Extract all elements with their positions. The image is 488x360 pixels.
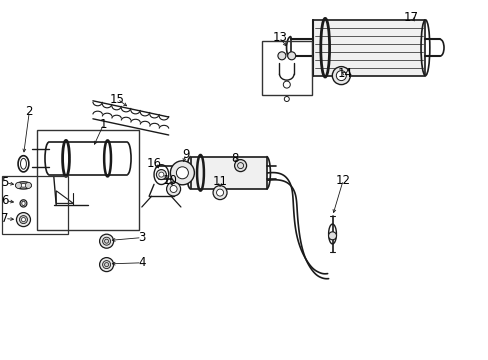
- Circle shape: [170, 185, 177, 193]
- Circle shape: [166, 182, 180, 196]
- Circle shape: [100, 234, 113, 248]
- Text: 15: 15: [110, 93, 124, 105]
- Circle shape: [21, 217, 25, 222]
- Text: 12: 12: [335, 174, 350, 186]
- Circle shape: [170, 161, 194, 185]
- Bar: [261, 41, 311, 95]
- Text: 10: 10: [163, 174, 177, 186]
- Text: 1: 1: [100, 118, 107, 131]
- Circle shape: [156, 170, 166, 180]
- Circle shape: [216, 189, 223, 196]
- Circle shape: [234, 159, 246, 172]
- Circle shape: [213, 186, 226, 199]
- Text: 8: 8: [230, 152, 238, 165]
- Circle shape: [336, 71, 346, 81]
- Text: 2: 2: [25, 105, 33, 118]
- Circle shape: [287, 52, 295, 60]
- Circle shape: [16, 183, 21, 188]
- Circle shape: [102, 237, 110, 245]
- Text: 5: 5: [1, 176, 9, 189]
- Circle shape: [159, 172, 163, 177]
- Bar: [312, 20, 425, 76]
- Bar: [190, 157, 266, 189]
- Text: 14: 14: [337, 67, 351, 80]
- Circle shape: [176, 167, 188, 179]
- Text: 9: 9: [182, 148, 189, 161]
- Text: 11: 11: [212, 175, 227, 188]
- Bar: [37, 130, 139, 230]
- Circle shape: [102, 261, 110, 269]
- Text: 16: 16: [146, 157, 161, 170]
- Circle shape: [328, 232, 336, 240]
- Circle shape: [332, 67, 349, 85]
- Circle shape: [20, 216, 27, 224]
- Text: 7: 7: [1, 212, 9, 225]
- Text: 6: 6: [1, 194, 9, 207]
- Circle shape: [277, 52, 285, 60]
- Text: 17: 17: [403, 11, 417, 24]
- Circle shape: [17, 213, 30, 226]
- Text: 3: 3: [138, 231, 145, 244]
- Text: 13: 13: [272, 31, 286, 44]
- Text: 4: 4: [138, 256, 145, 269]
- Bar: [2, 176, 68, 234]
- Circle shape: [100, 258, 113, 271]
- Circle shape: [25, 183, 31, 188]
